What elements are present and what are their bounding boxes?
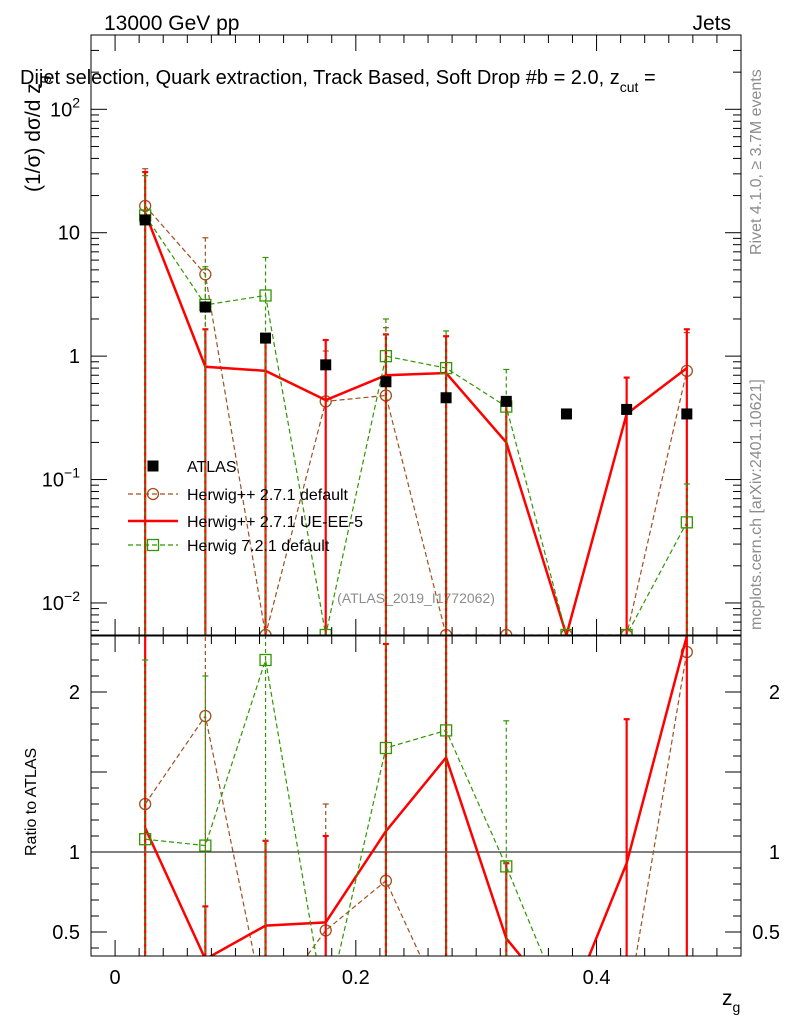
legend-marker <box>146 538 160 552</box>
herwigpp-default-series <box>139 168 693 635</box>
herwig72-default-ratio-point <box>199 839 212 852</box>
atlas-point <box>260 332 272 344</box>
plot-title: Dijet selection, Quark extraction, Track… <box>20 67 656 95</box>
legend-label: Herwig++ 2.7.1 default <box>187 487 349 504</box>
atlas-point <box>320 359 332 371</box>
ratio-y-tick-label: 1 <box>69 842 80 864</box>
atlas-point <box>440 392 452 404</box>
herwigpp-default-line <box>144 205 688 635</box>
herwigpp-ueee5-ratio-series <box>144 636 689 956</box>
x-tick-label: 0 <box>110 967 121 989</box>
herwig72-default-point <box>379 349 393 363</box>
herwig72-default-point <box>259 289 272 302</box>
analysis-id-label: (ATLAS_2019_I1772062) <box>337 590 495 606</box>
ratio-y-tick-label: 2 <box>69 682 80 704</box>
herwig72-default-ratio-point <box>621 1007 632 1018</box>
atlas-point <box>380 376 392 388</box>
herwig72-default-ratio-point <box>439 724 453 737</box>
herwig72-default-line <box>144 215 688 635</box>
herwig72-default-ratio-point <box>681 986 692 997</box>
atlas-series <box>139 214 693 420</box>
atlas-point <box>560 408 572 420</box>
herwig72-default-ratio-point <box>139 833 152 846</box>
herwigpp-ueee5-ratio-line <box>144 636 689 956</box>
herwigpp-ueee5-series <box>142 170 690 635</box>
legend: ATLAS Herwig++ 2.7.1 default Herwig++ 2.7.… <box>128 459 363 555</box>
atlas-point <box>139 214 151 226</box>
herwig72-default-ratio-point <box>320 1007 331 1018</box>
herwigpp-default-ratio-point <box>441 1007 452 1018</box>
main-y-tick-label: 10 <box>58 223 80 245</box>
herwig72-default-point <box>319 628 332 635</box>
herwigpp-default-ratio-point <box>260 1007 271 1018</box>
x-tick-label: 0.4 <box>583 967 611 989</box>
mcplots-reference-label: mcplots.cern.ch [arXiv:2401.10621] <box>748 379 765 630</box>
ratio-plot: 0 0.2 0.4 0.5 0.5 1 1 2 2 <box>52 635 780 1018</box>
x-axis-label: zg <box>722 987 740 1015</box>
header-process-label: Jets <box>692 12 731 35</box>
legend-atlas-marker <box>147 460 159 472</box>
atlas-point <box>621 403 633 415</box>
herwig72-default-ratio-point <box>500 860 513 873</box>
herwigpp-default-ratio-line <box>144 651 688 956</box>
herwig72-default-point <box>620 628 633 635</box>
herwig72-default-point <box>439 361 453 375</box>
legend-label: ATLAS <box>187 459 237 476</box>
herwigpp-default-ratio-point <box>561 1007 572 1018</box>
legend-label: Herwig++ 2.7.1 UE-EE-5 <box>187 514 363 531</box>
ratio-y-tick-label: 0.5 <box>52 922 80 944</box>
herwig72-default-point <box>560 628 573 635</box>
x-tick-label: 0.2 <box>342 967 370 989</box>
legend-marker <box>146 487 160 501</box>
herwigpp-ueee5-line <box>144 212 688 635</box>
header-energy-label: 13000 GeV pp <box>104 12 239 35</box>
atlas-point <box>199 301 211 313</box>
ratio-y-tick-label-right: 0.5 <box>752 922 780 944</box>
herwig72-default-series <box>139 175 693 635</box>
herwig72-default-ratio-line <box>145 659 544 956</box>
herwig72-default-ratio-point <box>259 653 272 667</box>
main-plot-frame <box>90 34 742 636</box>
main-y-tick-label: 102 <box>50 94 80 121</box>
ratio-plot-frame <box>90 635 742 957</box>
legend-label: Herwig 7.2.1 default <box>187 538 330 555</box>
herwig72-default-point <box>680 516 693 529</box>
herwig72-default-ratio-series <box>139 636 692 1018</box>
ratio-y-axis-label: Ratio to ATLAS <box>23 748 40 856</box>
herwigpp-default-ratio-point <box>501 1007 512 1018</box>
atlas-point <box>681 408 693 420</box>
main-y-tick-label: 1 <box>69 346 80 368</box>
herwigpp-default-ratio-point <box>621 1007 632 1018</box>
main-y-tick-label: 10−2 <box>42 588 80 615</box>
main-plot: 10−2 10−1 1 10 102 <box>42 34 742 636</box>
ratio-y-tick-label-right: 1 <box>769 842 780 864</box>
main-y-tick-label: 10−1 <box>42 465 80 492</box>
atlas-point <box>500 395 512 407</box>
rivet-version-label: Rivet 4.1.0, ≥ 3.7M events <box>748 69 765 255</box>
ratio-y-tick-label-right: 2 <box>769 682 780 704</box>
main-y-axis-label: (1/σ) dσ/d zg <box>22 75 51 192</box>
herwig72-default-ratio-point <box>379 741 393 755</box>
herwig72-default-ratio-point <box>561 1007 572 1018</box>
